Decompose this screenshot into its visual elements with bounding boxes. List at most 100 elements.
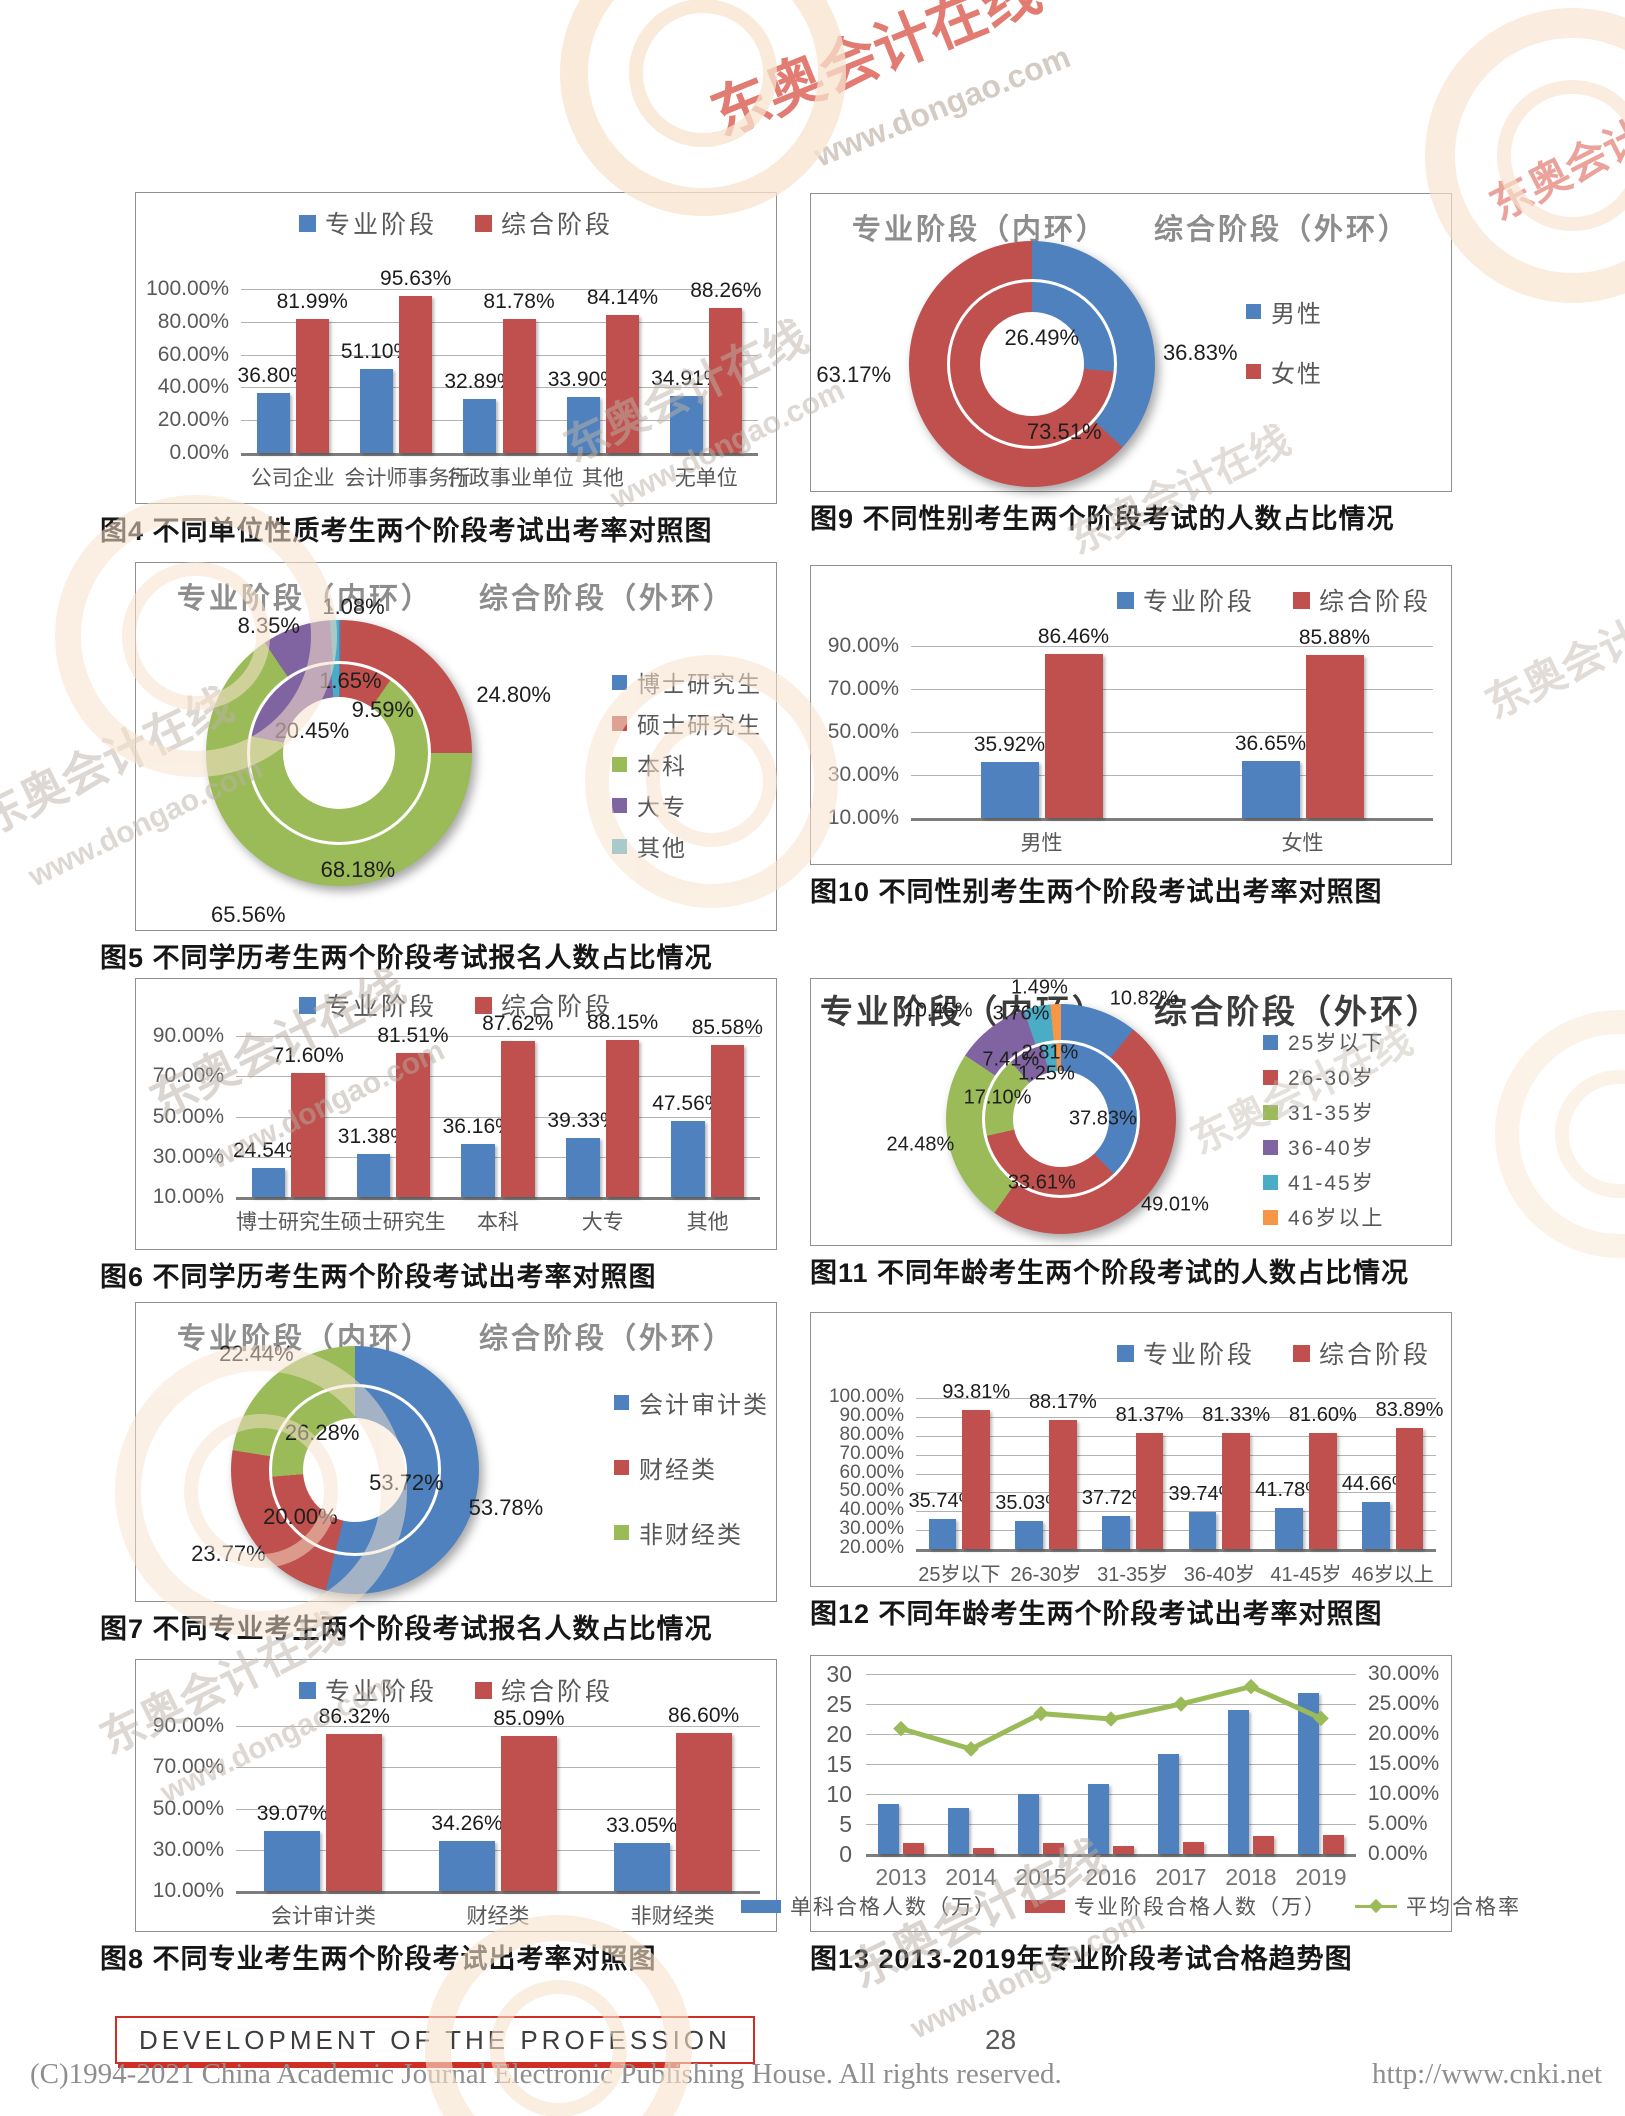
y-tick-label: 50.00% bbox=[827, 720, 899, 743]
x-category-label: 31-35岁 bbox=[1097, 1564, 1169, 1586]
donut-hole bbox=[980, 312, 1084, 416]
bar-professional bbox=[1275, 1507, 1303, 1549]
y-tick-label-left: 30 bbox=[826, 1661, 852, 1687]
dongao-logo-inner-ring bbox=[629, 0, 777, 147]
bar-professional bbox=[439, 1840, 495, 1891]
legend-label: 大专 bbox=[637, 794, 687, 820]
bar-professional bbox=[1361, 1502, 1390, 1549]
legend-item: 单科合格人数（万） bbox=[741, 1891, 997, 1921]
legend-swatch bbox=[1246, 364, 1261, 379]
legend-swatch bbox=[1116, 591, 1134, 609]
legend-swatch bbox=[612, 838, 627, 854]
slice-label: 9.59% bbox=[351, 696, 415, 722]
data-label: 47.56% bbox=[652, 1092, 724, 1116]
legend-label: 专业阶段 bbox=[324, 993, 437, 1021]
figure7-caption: 图7 不同专业考生两个阶段考试报名人数占比情况 bbox=[100, 1614, 713, 1644]
figure9-gender-share-donut-chart: 专业阶段（内环） 综合阶段（外环） 36.83% 63.17% 26.49% 73.51%… bbox=[810, 193, 1452, 492]
data-label: 34.26% bbox=[431, 1811, 503, 1835]
legend-swatch bbox=[612, 797, 627, 813]
slice-label: 24.48% bbox=[886, 1133, 955, 1156]
figure5-education-enrollment-donut-chart: 专业阶段（内环） 综合阶段（外环） 24.80% 65.56% 8.35% 1.08% 9.… bbox=[135, 562, 777, 931]
legend-swatch bbox=[298, 1681, 316, 1699]
data-label: 34.91% bbox=[651, 366, 723, 390]
x-category-label: 大专 bbox=[581, 1211, 624, 1234]
data-label: 35.03% bbox=[995, 1491, 1064, 1514]
dongao-logo-watermark bbox=[560, 0, 846, 216]
x-category-label: 硕士研究生 bbox=[340, 1211, 446, 1234]
chart-legend: 专业阶段 综合阶段 bbox=[811, 582, 1451, 618]
slice-label: 37.83% bbox=[1068, 1107, 1137, 1130]
data-label: 39.74% bbox=[1168, 1482, 1237, 1505]
gridline bbox=[236, 1767, 760, 1769]
chart-legend: 专业阶段 综合阶段 bbox=[136, 987, 776, 1023]
bar-professional bbox=[356, 1153, 391, 1197]
legend-item: 平均合格率 bbox=[1355, 1891, 1521, 1921]
legend-item: 大专 bbox=[612, 788, 687, 822]
x-category-label: 25岁以下 bbox=[918, 1564, 1001, 1586]
y-tick-label: 90.00% bbox=[152, 1714, 224, 1737]
y-tick-label-right: 10.00% bbox=[1368, 1782, 1440, 1805]
gridline bbox=[916, 1435, 1436, 1437]
chart-legend: 专业阶段 综合阶段 bbox=[136, 1672, 776, 1708]
slice-label: 53.72% bbox=[369, 1470, 444, 1496]
data-label: 85.88% bbox=[1298, 625, 1371, 649]
slice-label: 24.80% bbox=[476, 681, 551, 707]
gridline bbox=[241, 354, 758, 356]
legend-item: 46岁以上 bbox=[1263, 1202, 1384, 1232]
x-category-label: 其他 bbox=[581, 467, 624, 490]
figure8-caption: 图8 不同专业考生两个阶段考试出考率对照图 bbox=[100, 1944, 657, 1974]
legend-item: 36-40岁 bbox=[1263, 1132, 1375, 1162]
gridline bbox=[916, 1398, 1436, 1399]
gridline bbox=[866, 1824, 1356, 1825]
data-label: 86.32% bbox=[318, 1704, 390, 1728]
footer-banner: DEVELOPMENT OF THE PROFESSION bbox=[115, 2016, 755, 2064]
y-tick-label: 70.00% bbox=[839, 1442, 904, 1464]
legend-item: 硕士研究生 bbox=[612, 706, 762, 740]
slice-label: 20.00% bbox=[263, 1503, 338, 1529]
y-tick-label: 90.00% bbox=[827, 634, 899, 657]
y-tick-label-left: 15 bbox=[826, 1751, 852, 1777]
slice-label: 65.56% bbox=[210, 902, 286, 928]
data-label: 36.65% bbox=[1234, 731, 1307, 755]
gridline bbox=[866, 1794, 1356, 1795]
bar-comprehensive bbox=[399, 296, 433, 453]
figure13-pass-trend-combo-chart: 0 0.00% 5 5.00% 10 10.00% 15 15.00% 20 20.00% 25 25… bbox=[741, 1655, 1519, 1932]
legend-label: 26-30岁 bbox=[1288, 1067, 1375, 1090]
y-tick-label: 70.00% bbox=[152, 1064, 224, 1088]
cnki-link[interactable]: http://www.cnki.net bbox=[1372, 2058, 1603, 2090]
legend-item: 会计审计类 bbox=[614, 1385, 769, 1420]
legend-item: 专业阶段合格人数（万） bbox=[1025, 1891, 1327, 1921]
slice-label: 1.49% bbox=[1011, 976, 1068, 999]
legend-item: 女性 bbox=[1246, 354, 1323, 389]
legend-label: 36-40岁 bbox=[1288, 1137, 1375, 1160]
data-label: 88.26% bbox=[690, 279, 762, 303]
figure4-employer-attendance-bar-chart: 专业阶段 综合阶段 0.00% 20.00% 40.00% 60.00% 80.00% 100… bbox=[135, 192, 777, 504]
slice-label: 17.10% bbox=[963, 1086, 1032, 1109]
data-label: 86.60% bbox=[667, 1704, 740, 1727]
x-category-label: 2015 bbox=[1015, 1864, 1067, 1890]
legend-item: 综合阶段 bbox=[475, 987, 613, 1023]
x-category-label: 2016 bbox=[1085, 1864, 1137, 1890]
y-tick-label: 100.00% bbox=[146, 277, 229, 300]
legend-item: 专业阶段 bbox=[298, 205, 437, 241]
bar-subject-pass bbox=[878, 1803, 899, 1854]
legend-swatch bbox=[612, 674, 627, 690]
chart-legend: 专业阶段 综合阶段 bbox=[811, 1335, 1451, 1371]
chart-legend: 专业阶段 综合阶段 bbox=[136, 205, 776, 241]
bar-comprehensive bbox=[295, 318, 329, 453]
slice-label: 49.01% bbox=[1141, 1193, 1209, 1216]
chart-legend: 单科合格人数（万） 专业阶段合格人数（万） 平均合格率 bbox=[741, 1891, 1519, 1921]
gridline bbox=[236, 1036, 760, 1037]
legend-item: 博士研究生 bbox=[612, 665, 762, 699]
y-tick-label-left: 5 bbox=[839, 1811, 852, 1837]
legend-label: 男性 bbox=[1271, 301, 1323, 328]
y-tick-label: 30.00% bbox=[152, 1837, 224, 1861]
legend-swatch bbox=[1292, 591, 1310, 609]
bar-comprehensive bbox=[502, 318, 536, 453]
legend-label: 46岁以上 bbox=[1288, 1207, 1385, 1230]
data-label: 81.99% bbox=[276, 289, 348, 313]
gridline bbox=[916, 1416, 1436, 1418]
bar-professional bbox=[1101, 1515, 1130, 1549]
figure5-caption: 图5 不同学历考生两个阶段考试报名人数占比情况 bbox=[100, 943, 713, 973]
legend-label: 非财经类 bbox=[639, 1522, 743, 1549]
